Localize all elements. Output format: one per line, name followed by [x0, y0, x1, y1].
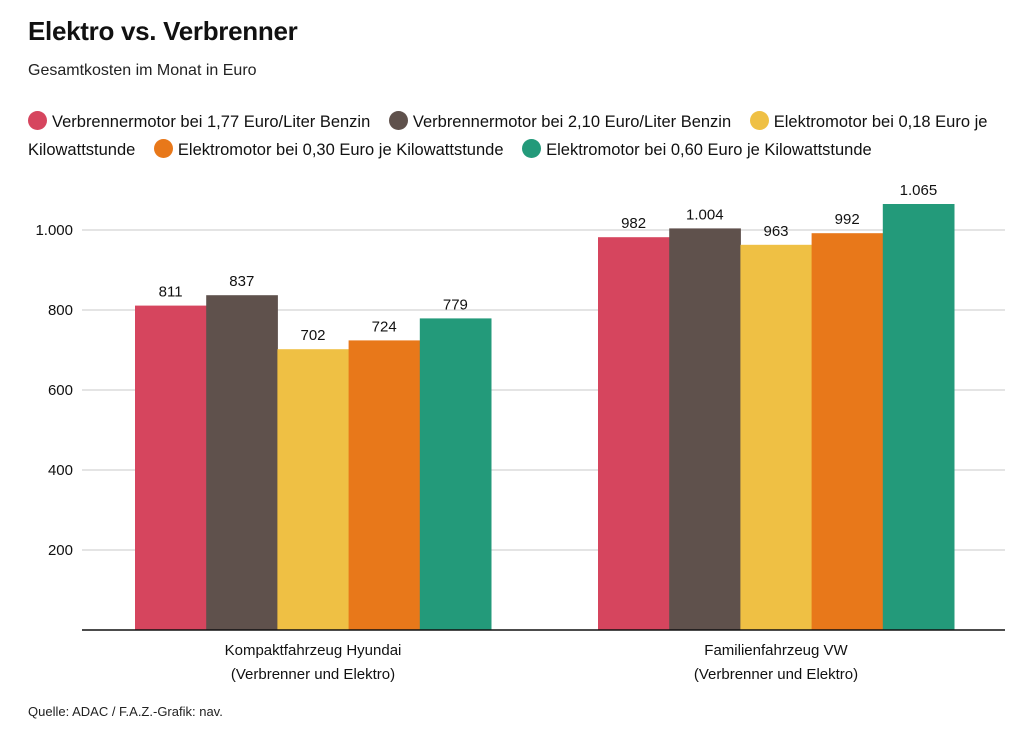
- x-category-label: (Verbrenner und Elektro): [231, 666, 395, 683]
- bar: [598, 237, 670, 630]
- y-tick-label: 400: [48, 462, 73, 479]
- legend-swatch: [388, 111, 408, 130]
- legend-item: Verbrennermotor bei 1,77 Euro/Liter Benz…: [28, 111, 371, 131]
- legend-item: Elektromotor bei 0,30 Euro je Kilowattst…: [153, 139, 504, 159]
- legend-label: Verbrennermotor bei 2,10 Euro/Liter Benz…: [412, 113, 732, 131]
- bar: [135, 305, 207, 630]
- legend-swatch: [153, 139, 173, 158]
- x-category-label: Kompaktfahrzeug Hyundai: [225, 642, 402, 659]
- bar: [811, 233, 884, 630]
- data-label: 1.004: [686, 206, 724, 223]
- y-tick-label: 600: [48, 382, 73, 399]
- data-label: 1.065: [900, 182, 938, 199]
- bar: [669, 228, 741, 630]
- chart-subtitle: Gesamtkosten im Monat in Euro: [28, 62, 257, 79]
- data-label: 724: [372, 318, 397, 335]
- bar: [348, 340, 421, 630]
- data-label: 779: [443, 296, 468, 313]
- legend-item: Verbrennermotor bei 2,10 Euro/Liter Benz…: [388, 111, 732, 131]
- legend-swatch: [28, 111, 47, 130]
- data-label: 963: [763, 223, 788, 240]
- bar: [882, 204, 955, 630]
- y-tick-label: 200: [48, 542, 73, 559]
- y-tick-label: 1.000: [35, 222, 73, 239]
- legend-swatch: [522, 139, 542, 158]
- data-label: 837: [229, 273, 254, 290]
- chart-title: Elektro vs. Verbrenner: [28, 16, 298, 46]
- data-label: 982: [621, 215, 646, 232]
- bar: [740, 244, 813, 631]
- legend-item: Elektromotor bei 0,18 Euro je Kilowattst…: [28, 111, 988, 159]
- legend-swatch: [749, 111, 769, 130]
- x-category-label: Familienfahrzeug VW: [704, 642, 848, 659]
- legend-label: Verbrennermotor bei 1,77 Euro/Liter Benz…: [52, 113, 371, 131]
- legend-item: Elektromotor bei 0,60 Euro je Kilowattst…: [522, 139, 872, 159]
- data-label: 811: [159, 284, 183, 301]
- legend-label: Elektromotor bei 0,30 Euro je Kilowattst…: [177, 141, 504, 159]
- y-tick-label: 800: [48, 302, 73, 319]
- source-note: Quelle: ADAC / F.A.Z.-Grafik: nav.: [28, 704, 223, 719]
- data-label: 702: [300, 327, 325, 344]
- legend-label: Elektromotor bei 0,18 Euro je Kilowattst…: [28, 113, 988, 159]
- legend-label: Elektromotor bei 0,60 Euro je Kilowattst…: [546, 141, 872, 159]
- legend: Verbrennermotor bei 1,77 Euro/Liter Benz…: [28, 108, 998, 164]
- x-category-label: (Verbrenner und Elektro): [694, 666, 858, 683]
- bar: [419, 318, 492, 630]
- data-label: 992: [835, 211, 860, 228]
- bar: [277, 349, 350, 630]
- bar: [206, 295, 278, 630]
